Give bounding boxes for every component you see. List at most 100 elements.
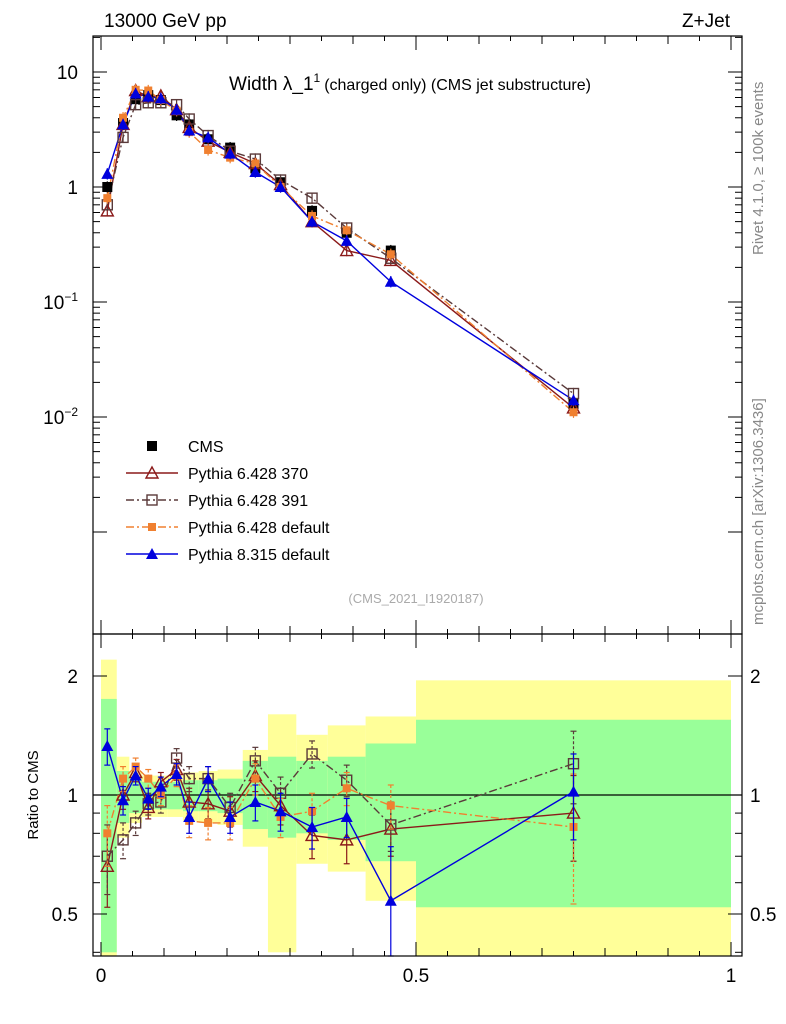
ratio-point-py_default8 — [384, 894, 397, 906]
y-tick-label: 1 — [67, 178, 78, 199]
ratio-line-py391 — [106, 752, 574, 857]
y-tick-label: 10−2 — [43, 405, 78, 429]
ratio-point-py391 — [170, 752, 183, 764]
ratio-point-py_default6 — [103, 829, 112, 838]
y-tick-exponent: −1 — [64, 290, 78, 304]
data-point-py_default8 — [567, 394, 580, 406]
y-tick-base: 1 — [67, 178, 78, 199]
side-mcplots-label: mcplots.cern.ch [arXiv:1306.3436] — [750, 398, 767, 625]
process-label: Z+Jet — [682, 11, 731, 32]
ratio-point-py_default8 — [183, 810, 196, 822]
data-point-py_default6 — [204, 145, 213, 154]
data-point-cms — [102, 182, 113, 192]
y-tick-exponent: −2 — [64, 405, 78, 419]
plot-title-sup: 1 — [314, 71, 321, 85]
data-point-py_default8 — [274, 181, 287, 192]
ratio-y-tick-label-right: 0.5 — [750, 905, 776, 926]
main-plot: 10210110−110−2 Width λ_11(charged only) … — [43, 35, 743, 635]
y-tick-base: 10 — [43, 408, 64, 429]
data-point-py391 — [306, 192, 318, 204]
ratio-point-py_default8 — [101, 740, 114, 752]
ratio-point-py_default6 — [251, 774, 260, 783]
energy-label: 13000 GeV pp — [104, 11, 227, 32]
legend-marker-cms — [147, 441, 157, 451]
ratio-point-py_default6 — [144, 774, 153, 783]
ratio-point-py_default8 — [154, 780, 167, 792]
ratio-point-py391 — [306, 748, 318, 760]
ratio-bands — [101, 659, 731, 956]
data-point-py_default6 — [386, 250, 395, 259]
ratio-point-py_default8 — [249, 796, 262, 808]
ratio-y-tick-label-left: 1 — [67, 786, 78, 807]
y-tick-base: 10 — [43, 293, 64, 314]
series-line-py_default8 — [106, 92, 574, 401]
data-point-py_default6 — [103, 194, 112, 203]
ratio-point-py370 — [339, 832, 354, 846]
ratio-point-py_default8 — [306, 820, 319, 832]
ratio-ylabel: Ratio to CMS — [25, 750, 42, 839]
ratio-x-tick-label: 1 — [726, 966, 737, 987]
y-tick-label: 10−1 — [43, 290, 78, 314]
legend-label-py_default6: Pythia 6.428 default — [188, 520, 330, 537]
ratio-point-py_default8 — [202, 772, 215, 784]
ratio-point-py_default6 — [204, 818, 213, 827]
series-line-py_default6 — [106, 89, 574, 413]
ratio-point-py_default8 — [340, 810, 353, 822]
ratio-y-tick-label-left: 0.5 — [52, 905, 78, 926]
side-rivet-label: Rivet 4.1.0, ≥ 100k events — [750, 82, 767, 255]
data-point-py_default6 — [144, 86, 153, 95]
ratio-point-py_default8 — [224, 810, 237, 822]
series-line-py370 — [106, 89, 574, 409]
ratio-x-tick-label: 0 — [96, 966, 107, 987]
ratio-point-py_default8 — [117, 794, 130, 806]
data-point-py_default6 — [569, 408, 578, 417]
legend-marker-py370 — [144, 465, 160, 479]
data-point-py370 — [339, 243, 354, 257]
data-point-py_default8 — [101, 167, 114, 179]
ratio-x-tick-label: 0.5 — [403, 966, 429, 987]
ratio-series-markers — [100, 728, 581, 957]
ratio-point-py_default6 — [119, 774, 128, 783]
ratio-point-py_default8 — [274, 805, 287, 817]
data-point-py_default8 — [224, 147, 237, 159]
ratio-point-py391 — [183, 772, 195, 785]
legend-label-py391: Pythia 6.428 391 — [188, 493, 308, 510]
data-point-py391 — [117, 131, 129, 144]
ratio-y-tick-label-right: 2 — [750, 667, 761, 688]
data-point-py_default8 — [117, 118, 130, 130]
uncertainty-band-inner — [129, 778, 142, 814]
legend-label-cms: CMS — [188, 439, 224, 456]
data-point-py370 — [383, 252, 398, 267]
data-point-py_default8 — [249, 166, 262, 178]
ratio-point-py_default6 — [386, 801, 395, 810]
data-point-py_default8 — [154, 92, 167, 104]
ratio-y-tick-label-right: 1 — [750, 786, 761, 807]
data-point-py_default8 — [306, 215, 319, 227]
data-point-py_default6 — [342, 226, 351, 235]
data-point-py_default8 — [129, 87, 142, 99]
data-point-py_default6 — [251, 159, 260, 168]
data-point-py_default8 — [340, 234, 353, 246]
ratio-axes: 2 2 1 1 0.5 0.5 0 0.5 1 — [52, 634, 776, 987]
ratio-point-py_default6 — [342, 784, 351, 793]
data-point-py391 — [129, 98, 142, 111]
data-point-py_default6 — [119, 113, 128, 122]
ratio-point-py_default8 — [142, 792, 155, 804]
series-line-py391 — [106, 102, 574, 395]
data-point-py_default8 — [183, 124, 196, 136]
ratio-point-py391 — [129, 817, 142, 829]
y-tick-label: 10 — [57, 63, 78, 84]
legend-marker-py_default6 — [148, 523, 156, 531]
legend-label-py_default8: Pythia 8.315 default — [188, 547, 330, 564]
ratio-point-py_default8 — [170, 768, 183, 780]
legend-marker-py391 — [146, 494, 158, 506]
main-y-axis: 10210110−110−2 — [43, 36, 742, 634]
plot-title: Width λ_11 (charged only) (CMS jet substr… — [229, 71, 591, 95]
ratio-point-py391 — [117, 834, 129, 846]
data-point-py_default8 — [202, 131, 215, 143]
plot-title-suffix: (charged only) (CMS jet substructure) — [324, 77, 591, 94]
data-point-py_default8 — [142, 90, 155, 102]
main-series-lines — [106, 89, 574, 413]
legend-label-py370: Pythia 6.428 370 — [188, 466, 308, 483]
ratio-point-py370 — [141, 799, 156, 814]
